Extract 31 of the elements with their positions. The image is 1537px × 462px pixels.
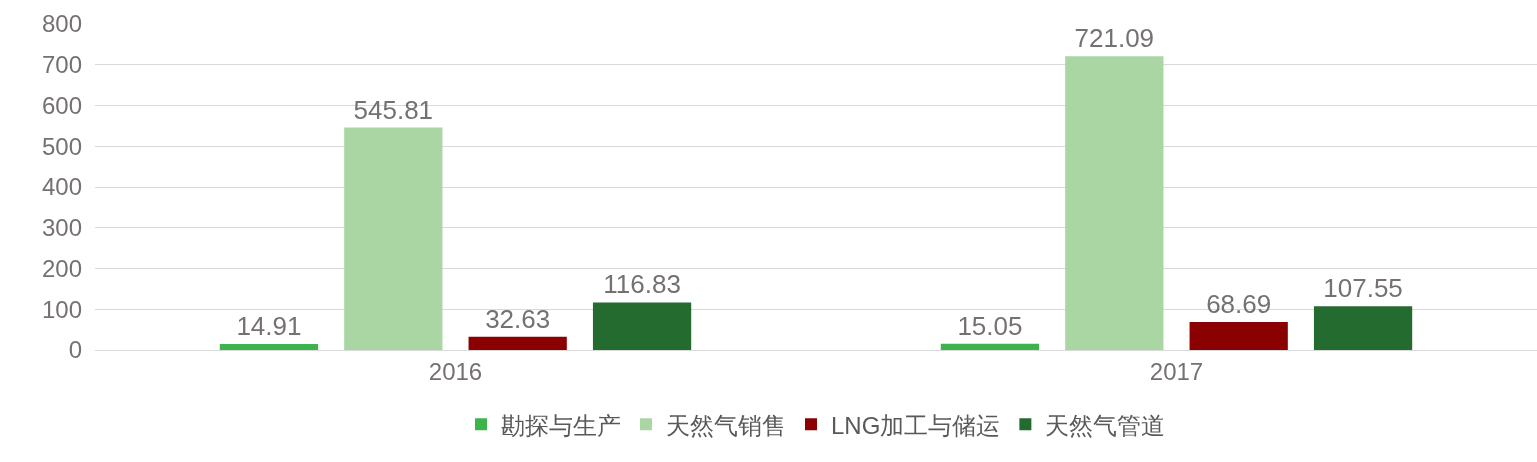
bar	[1065, 56, 1164, 350]
bar	[468, 336, 567, 350]
y-tick-label: 600	[41, 91, 82, 119]
data-label: 15.05	[957, 310, 1023, 341]
legend-label: 勘探与生产	[501, 411, 621, 439]
legend-label: 天然气管道	[1045, 411, 1166, 439]
y-tick-label: 700	[41, 51, 82, 79]
x-tick-label: 2016	[428, 357, 483, 385]
data-label: 14.91	[236, 310, 302, 341]
data-label: 721.09	[1074, 23, 1155, 54]
data-label: 545.81	[353, 94, 434, 125]
y-tick-label: 200	[41, 254, 82, 282]
bar	[219, 343, 319, 350]
bar	[344, 127, 443, 350]
bar	[592, 302, 692, 350]
bar	[1189, 322, 1288, 350]
legend-label: LNG加工与储运	[831, 411, 1001, 439]
y-tick-label: 100	[41, 295, 82, 323]
y-tick-label: 500	[41, 132, 82, 160]
data-label: 68.69	[1206, 289, 1272, 320]
y-tick-label: 400	[41, 173, 82, 201]
bar	[1313, 306, 1413, 350]
y-tick-label: 300	[41, 214, 82, 242]
data-label: 32.63	[485, 303, 551, 334]
data-label: 107.55	[1323, 273, 1403, 304]
y-tick-label: 800	[41, 10, 82, 38]
legend-label: 天然气销售	[666, 411, 786, 439]
y-tick-label: 0	[68, 336, 82, 364]
data-label: 116.83	[603, 269, 681, 300]
bar	[940, 343, 1040, 350]
x-tick-label: 2017	[1149, 357, 1204, 385]
